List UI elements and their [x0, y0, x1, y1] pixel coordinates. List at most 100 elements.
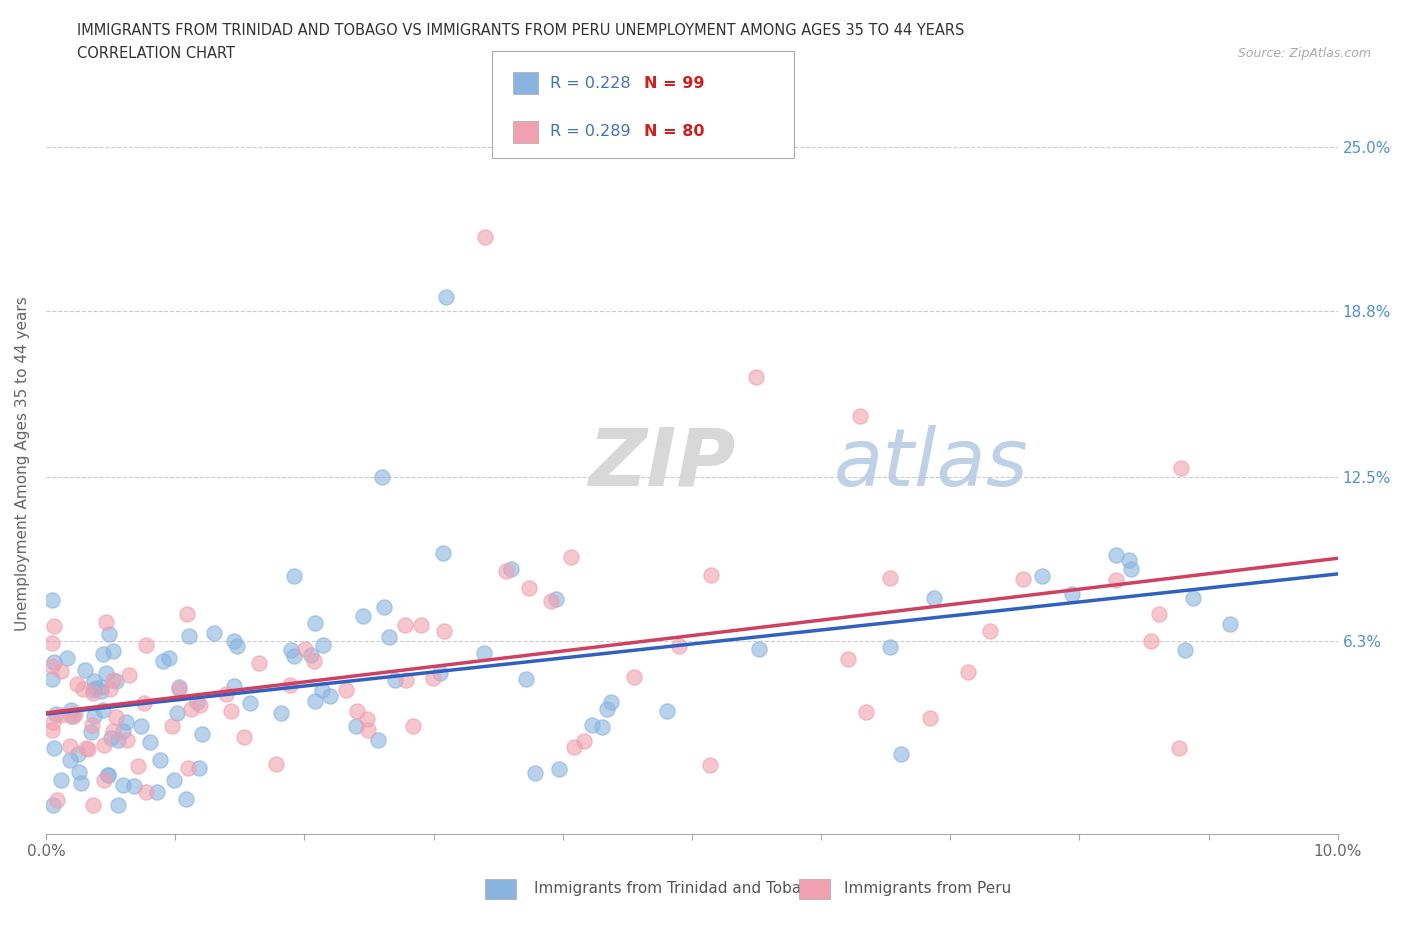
Point	[283, 649, 305, 664]
Point	[278, 678, 301, 693]
Point	[90, 684, 112, 698]
Point	[188, 698, 211, 712]
Point	[247, 656, 270, 671]
Y-axis label: Unemployment Among Ages 35 to 44 years: Unemployment Among Ages 35 to 44 years	[15, 297, 30, 631]
Point	[394, 672, 416, 687]
Point	[1168, 741, 1191, 756]
Point	[657, 704, 679, 719]
Text: Immigrants from Trinidad and Tobago: Immigrants from Trinidad and Tobago	[534, 881, 821, 896]
Point	[107, 732, 129, 747]
Point	[63, 706, 86, 721]
Point	[101, 644, 124, 658]
Point	[191, 726, 214, 741]
Point	[62, 709, 84, 724]
Point	[139, 735, 162, 750]
Point	[429, 665, 451, 680]
Point	[76, 742, 98, 757]
Point	[222, 633, 245, 648]
Point	[384, 672, 406, 687]
Point	[55, 650, 77, 665]
Point	[1104, 548, 1126, 563]
Point	[122, 778, 145, 793]
Point	[42, 741, 65, 756]
Point	[1105, 573, 1128, 588]
Point	[302, 654, 325, 669]
Point	[1031, 568, 1053, 583]
Point	[180, 702, 202, 717]
Point	[176, 761, 198, 776]
Point	[373, 599, 395, 614]
Point	[239, 696, 262, 711]
Point	[920, 711, 942, 725]
Point	[748, 642, 770, 657]
Point	[517, 581, 540, 596]
Point	[115, 714, 138, 729]
Point	[1182, 591, 1205, 605]
Point	[224, 679, 246, 694]
Point	[111, 724, 134, 738]
Point	[107, 797, 129, 812]
Text: atlas: atlas	[834, 425, 1029, 503]
Text: ZIP: ZIP	[589, 425, 735, 503]
Point	[97, 767, 120, 782]
Point	[41, 671, 63, 686]
Point	[152, 653, 174, 668]
Point	[855, 704, 877, 719]
Point	[115, 733, 138, 748]
Point	[596, 701, 619, 716]
Point	[100, 731, 122, 746]
Point	[132, 696, 155, 711]
Point	[105, 709, 128, 724]
Point	[979, 624, 1001, 639]
Point	[1011, 571, 1033, 586]
Text: IMMIGRANTS FROM TRINIDAD AND TOBAGO VS IMMIGRANTS FROM PERU UNEMPLOYMENT AMONG A: IMMIGRANTS FROM TRINIDAD AND TOBAGO VS I…	[77, 23, 965, 38]
Point	[524, 765, 547, 780]
Point	[922, 591, 945, 605]
Point	[98, 682, 121, 697]
Point	[623, 670, 645, 684]
Point	[41, 635, 63, 650]
Point	[495, 564, 517, 578]
Point	[82, 797, 104, 812]
Point	[957, 665, 980, 680]
Point	[432, 546, 454, 561]
Point	[42, 714, 65, 729]
Point	[214, 687, 236, 702]
Point	[1062, 586, 1084, 601]
Text: R = 0.289: R = 0.289	[550, 125, 630, 140]
Point	[409, 618, 432, 632]
Point	[188, 760, 211, 775]
Point	[149, 752, 172, 767]
Text: CORRELATION CHART: CORRELATION CHART	[77, 46, 235, 61]
Point	[600, 695, 623, 710]
Point	[167, 680, 190, 695]
Point	[304, 694, 326, 709]
Point	[65, 676, 87, 691]
Point	[98, 626, 121, 641]
Text: N = 80: N = 80	[644, 125, 704, 140]
Point	[344, 719, 367, 734]
Point	[377, 630, 399, 644]
Point	[42, 797, 65, 812]
Point	[42, 618, 65, 633]
Point	[879, 570, 901, 585]
Point	[83, 673, 105, 688]
Point	[160, 719, 183, 734]
Point	[474, 230, 496, 245]
Text: Source: ZipAtlas.com: Source: ZipAtlas.com	[1237, 46, 1371, 60]
Point	[515, 671, 537, 686]
Point	[1118, 552, 1140, 567]
Point	[1140, 634, 1163, 649]
Point	[82, 683, 104, 698]
Point	[135, 785, 157, 800]
Point	[179, 628, 201, 643]
Point	[174, 792, 197, 807]
Point	[562, 739, 585, 754]
Point	[668, 639, 690, 654]
Point	[103, 724, 125, 738]
Point	[264, 757, 287, 772]
Point	[129, 718, 152, 733]
Point	[394, 618, 416, 632]
Point	[226, 639, 249, 654]
Point	[93, 737, 115, 752]
